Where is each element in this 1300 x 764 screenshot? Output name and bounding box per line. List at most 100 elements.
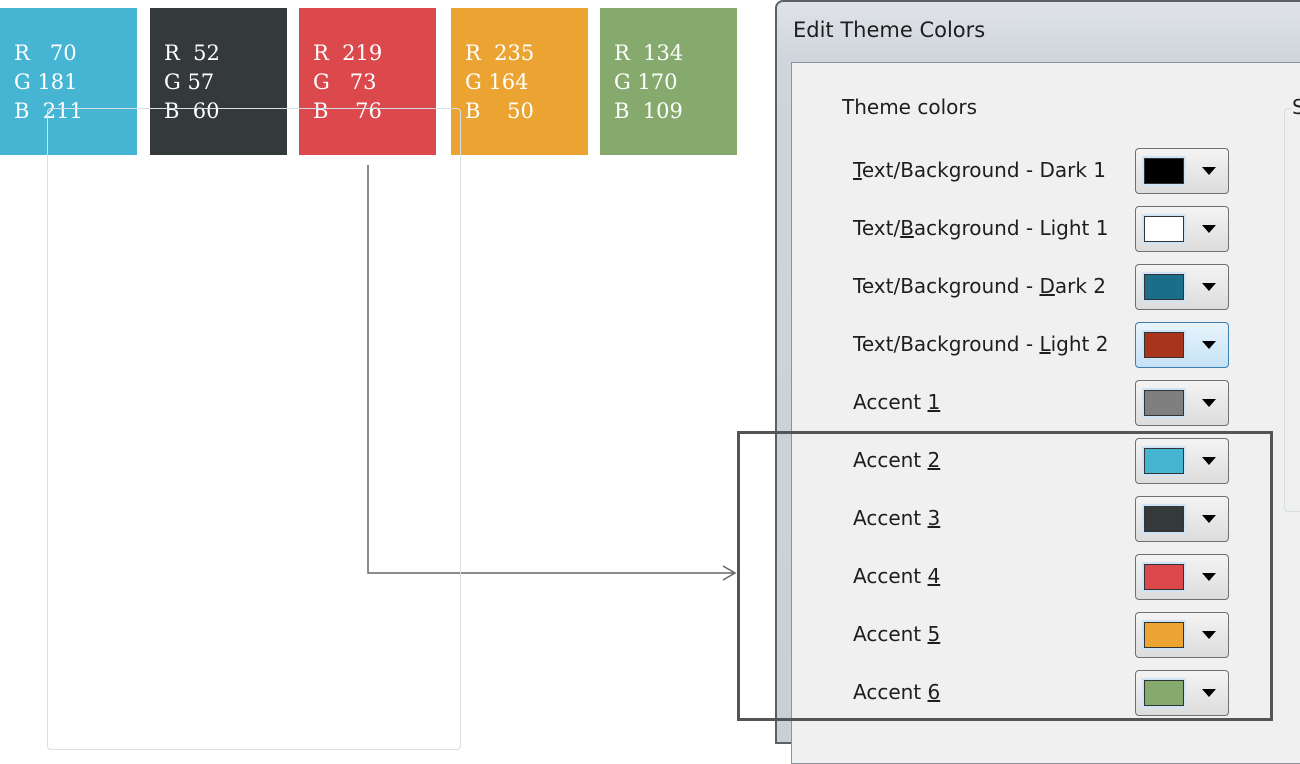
rgb-value-b: B 109 [614,99,683,123]
color-swatch [1142,214,1186,244]
rgb-value-r: R 235 [465,41,535,65]
label-text: ark 2 [1054,274,1106,298]
label-text: Text/Background - [853,332,1040,356]
rgb-value-g: G 164 [465,70,529,94]
dropdown-arrow-icon [1202,457,1216,465]
dropdown-arrow-icon [1202,689,1216,697]
color-card: R 52 G 57 B 60 [150,8,287,155]
label-mnemonic: T [853,158,862,182]
color-picker-button[interactable] [1135,322,1229,368]
rgb-value-r: R 52 [164,41,220,65]
accent-highlight-box [737,431,1273,721]
color-swatch [1142,330,1186,360]
dropdown-arrow-icon [1202,225,1216,233]
dropdown-arrow-icon [1202,399,1216,407]
rgb-value-g: G 57 [164,70,215,94]
theme-color-row: Accent 4 [853,554,1233,600]
rgb-value-g: G 73 [313,70,377,94]
color-card: R 219 G 73 B 76 [299,8,436,155]
label-text: Accent [853,680,928,704]
theme-color-label: Text/Background - Light 1 [853,216,1108,240]
rgb-value-b: B 60 [164,99,220,123]
dropdown-arrow-icon [1202,573,1216,581]
label-text: Accent [853,448,928,472]
theme-color-label: Text/Background - Dark 1 [853,158,1106,182]
theme-color-label: Accent 6 [853,680,940,704]
label-text: Accent [853,622,928,646]
dropdown-arrow-icon [1202,283,1216,291]
label-mnemonic: 3 [927,506,941,530]
rgb-value-b: B 50 [465,99,534,123]
theme-color-row: Accent 5 [853,612,1233,658]
color-swatch [1142,562,1186,592]
theme-color-row: Text/Background - Light 2 [853,322,1233,368]
label-mnemonic: 1 [927,390,941,414]
label-text: Text/ [853,216,901,240]
label-text: ext/Background - Dark 1 [861,158,1106,182]
label-text: Accent [853,564,928,588]
label-text: Accent [853,506,928,530]
rgb-value-b: B 76 [313,99,382,123]
connector-arrow [367,165,737,581]
color-picker-button[interactable] [1135,554,1229,600]
theme-color-row: Text/Background - Light 1 [853,206,1233,252]
label-mnemonic: D [1039,274,1055,298]
label-mnemonic: 5 [927,622,941,646]
rgb-value-r: R 219 [313,41,383,65]
color-swatch [1142,388,1186,418]
sample-group-label: S [1292,95,1300,119]
theme-color-label: Accent 1 [853,390,940,414]
dialog-title: Edit Theme Colors [793,18,986,42]
dropdown-arrow-icon [1202,167,1216,175]
color-picker-button[interactable] [1135,380,1229,426]
theme-color-row: Text/Background - Dark 1 [853,148,1233,194]
theme-color-row: Accent 3 [853,496,1233,542]
color-swatch [1142,156,1186,186]
color-swatch [1142,504,1186,534]
color-picker-button[interactable] [1135,206,1229,252]
color-picker-button[interactable] [1135,438,1229,484]
theme-colors-group [47,108,461,750]
label-mnemonic: 6 [927,680,941,704]
color-card: R 235 G 164 B 50 [451,8,588,155]
color-picker-button[interactable] [1135,612,1229,658]
theme-color-label: Accent 2 [853,448,940,472]
theme-color-label: Accent 5 [853,622,940,646]
label-mnemonic: 4 [927,564,941,588]
color-picker-button[interactable] [1135,496,1229,542]
rgb-value-r: R 134 [614,41,684,65]
color-swatch [1142,678,1186,708]
color-picker-button[interactable] [1135,670,1229,716]
label-mnemonic: L [1039,332,1051,356]
color-picker-button[interactable] [1135,264,1229,310]
label-mnemonic: 2 [927,448,941,472]
color-card: R 134 G 170 B 109 [600,8,737,155]
color-swatch [1142,620,1186,650]
color-swatch [1142,272,1186,302]
color-picker-button[interactable] [1135,148,1229,194]
label-text: ight 2 [1050,332,1109,356]
rgb-value-r: R 70 [14,41,77,65]
theme-color-label: Accent 4 [853,564,940,588]
dropdown-arrow-icon [1202,515,1216,523]
color-swatch [1142,446,1186,476]
theme-colors-label: Theme colors [838,95,982,119]
rgb-value-g: G 181 [14,70,78,94]
theme-color-row: Accent 6 [853,670,1233,716]
rgb-value-b: B 211 [14,99,83,123]
theme-color-label: Text/Background - Light 2 [853,332,1108,356]
dropdown-arrow-icon [1202,631,1216,639]
color-card: R 70 G 181 B 211 [0,8,137,155]
label-text: Text/Background - [853,274,1040,298]
label-text: Accent [853,390,928,414]
label-text: ackground - Light 1 [913,216,1109,240]
label-mnemonic: B [900,216,914,240]
theme-color-label: Text/Background - Dark 2 [853,274,1106,298]
theme-color-row: Accent 2 [853,438,1233,484]
theme-color-row: Text/Background - Dark 2 [853,264,1233,310]
sample-group [1284,108,1300,512]
theme-color-row: Accent 1 [853,380,1233,426]
dropdown-arrow-icon [1202,341,1216,349]
theme-color-label: Accent 3 [853,506,940,530]
rgb-value-g: G 170 [614,70,678,94]
